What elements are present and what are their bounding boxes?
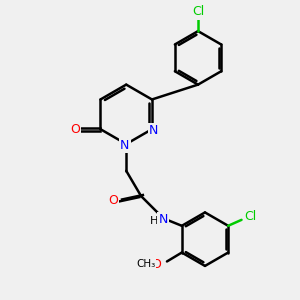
Text: O: O — [108, 194, 118, 207]
Text: N: N — [159, 213, 168, 226]
Text: Cl: Cl — [192, 5, 204, 18]
Text: O: O — [152, 258, 161, 271]
Text: H: H — [150, 216, 159, 226]
Text: N: N — [120, 139, 129, 152]
Text: N: N — [149, 124, 158, 137]
Text: CH₃: CH₃ — [136, 260, 155, 269]
Text: Cl: Cl — [244, 210, 256, 224]
Text: O: O — [70, 123, 80, 136]
